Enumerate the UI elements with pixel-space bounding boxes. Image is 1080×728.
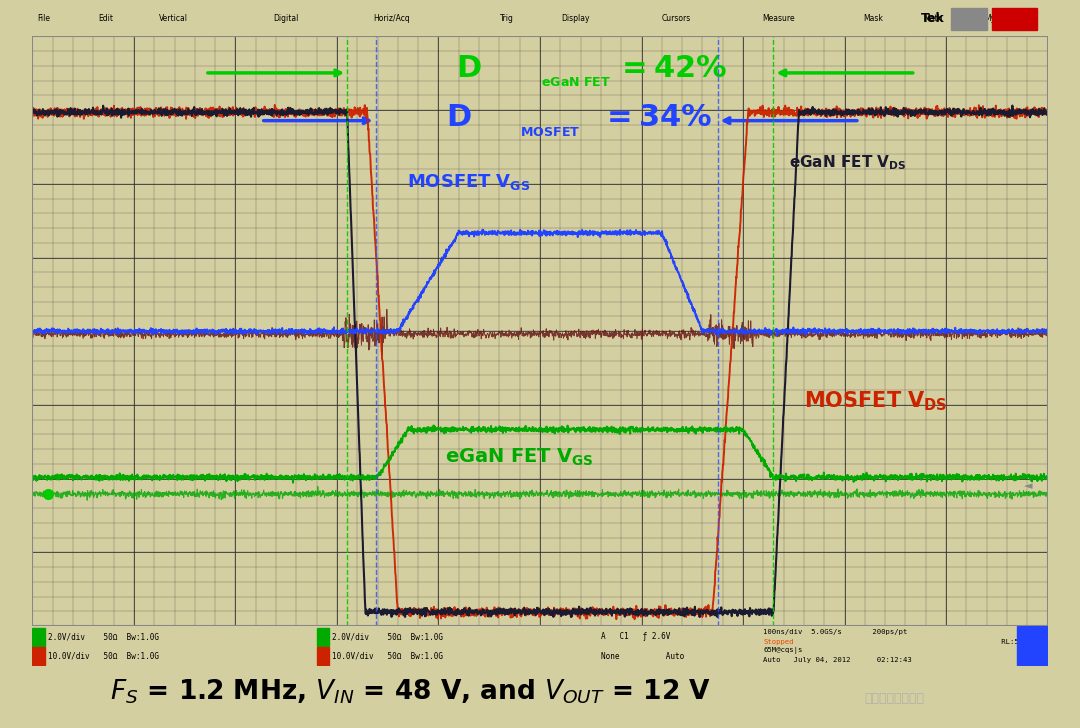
Text: Mask: Mask [863,15,882,23]
Text: Stopped: Stopped [764,639,794,645]
Text: $\mathbf{eGaN\ FET\ V_{GS}}$: $\mathbf{eGaN\ FET\ V_{GS}}$ [445,447,594,468]
Text: $\mathbf{= 34\%}$: $\mathbf{= 34\%}$ [600,103,713,132]
Text: $\mathbf{= 42\%}$: $\mathbf{= 42\%}$ [617,54,728,83]
Text: Display: Display [562,15,590,23]
Text: $\mathbf{_{eGaN\ FET}}$: $\mathbf{_{eGaN\ FET}}$ [540,71,610,89]
Text: Digital: Digital [273,15,298,23]
Text: Math: Math [923,15,943,23]
Text: Trig: Trig [500,15,514,23]
Text: Cursors: Cursors [662,15,691,23]
Text: None          Auto: None Auto [600,652,684,660]
Bar [32,647,44,665]
Bar [1017,626,1048,666]
Bar [951,8,987,30]
Text: Horiz/Acq: Horiz/Acq [374,15,410,23]
Bar [32,628,44,646]
Text: 硬件十万个为什么: 硬件十万个为什么 [864,692,924,705]
Text: 65M@cqs|s: 65M@cqs|s [764,647,802,654]
Text: Edit: Edit [98,15,113,23]
Bar [316,628,328,646]
Text: Auto   July 04, 2012      02:12:43: Auto July 04, 2012 02:12:43 [764,657,913,663]
Text: $F_S$ = 1.2 MHz, $V_{IN}$ = 48 V, and $V_{OUT}$ = 12 V: $F_S$ = 1.2 MHz, $V_{IN}$ = 48 V, and $V… [110,678,711,706]
Text: 100ns/div  5.0GS/s       200ps/pt: 100ns/div 5.0GS/s 200ps/pt [764,629,907,635]
Text: File: File [38,15,51,23]
Text: RL:5.0k: RL:5.0k [905,639,1032,645]
Text: Tek: Tek [920,12,944,25]
Text: eGaN FET V$_{\mathbf{DS}}$: eGaN FET V$_{\mathbf{DS}}$ [788,154,906,172]
Text: $\mathbf{MOSFET\ V_{GS}}$: $\mathbf{MOSFET\ V_{GS}}$ [407,173,530,192]
Text: $\mathbf{_{MOSFET}}$: $\mathbf{_{MOSFET}}$ [519,122,580,140]
Text: $\mathbf{D}$: $\mathbf{D}$ [456,54,482,83]
Text: 2.0V/div    50Ω  Bw:1.0G: 2.0V/div 50Ω Bw:1.0G [48,633,159,641]
Text: 10.0V/div   50Ω  Bw:1.0G: 10.0V/div 50Ω Bw:1.0G [332,652,443,660]
Text: 10.0V/div   50Ω  Bw:1.0G: 10.0V/div 50Ω Bw:1.0G [48,652,159,660]
Bar [991,8,1038,30]
Text: ◄: ◄ [1024,480,1032,491]
Text: $\mathbf{MOSFET\ V_{DS}}$: $\mathbf{MOSFET\ V_{DS}}$ [804,389,947,414]
Text: Vertical: Vertical [160,15,188,23]
Bar [316,647,328,665]
Text: MyScope: MyScope [985,15,1018,23]
Text: $\mathbf{D}$: $\mathbf{D}$ [446,103,472,132]
Text: 2.0V/div    50Ω  Bw:1.0G: 2.0V/div 50Ω Bw:1.0G [332,633,443,641]
Text: A   C1   ƒ 2.6V: A C1 ƒ 2.6V [600,633,671,641]
Text: Measure: Measure [762,15,795,23]
